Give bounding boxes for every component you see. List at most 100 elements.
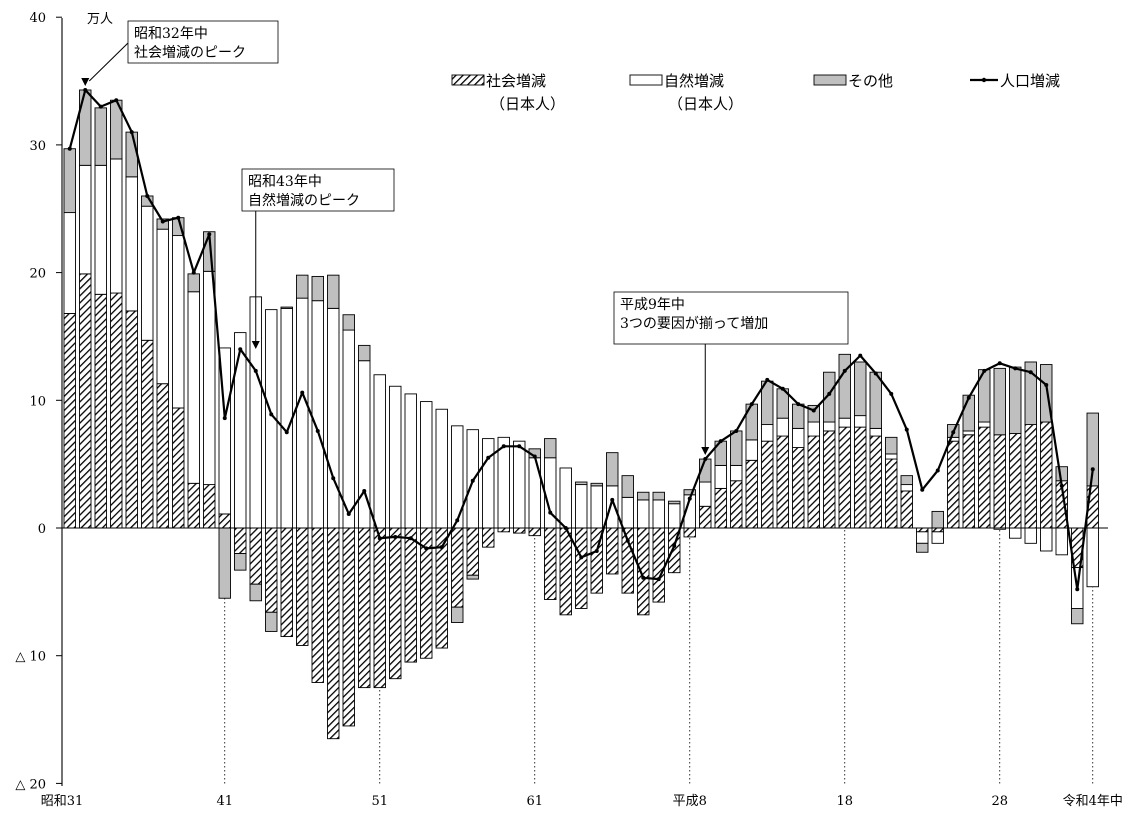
population-line: [67, 87, 1095, 592]
social-bar: [327, 527, 340, 740]
population-point: [563, 526, 568, 530]
other-bar: [916, 542, 929, 553]
social-bar: [373, 527, 386, 689]
social-bar: [497, 527, 510, 533]
x-tick-label: 28: [991, 794, 1008, 809]
social-bar: [482, 527, 495, 548]
natural-bar: [978, 421, 991, 428]
other-bar: [668, 500, 681, 505]
population-point: [966, 395, 971, 400]
x-tick-label: 令和4年中: [1063, 794, 1123, 809]
natural-bar: [1086, 527, 1099, 588]
natural-bar: [125, 176, 138, 312]
population-point: [672, 543, 677, 548]
population-point: [346, 511, 351, 516]
social-bar: [559, 527, 572, 616]
other-bar: [1086, 412, 1099, 487]
annotation-text: 平成9年中: [620, 297, 685, 313]
social-bar: [807, 435, 820, 529]
other-bar: [327, 274, 340, 309]
legend-label: 人口増減: [1000, 72, 1060, 90]
other-bar: [683, 489, 696, 496]
x-tick-label: 41: [216, 794, 233, 809]
natural-bar: [203, 270, 216, 486]
social-bar: [172, 407, 185, 529]
population-point: [331, 476, 336, 481]
social-bar: [513, 527, 526, 534]
social-bar: [792, 447, 805, 529]
natural-bar: [373, 374, 386, 529]
natural-bar: [885, 453, 898, 460]
population-point: [904, 427, 909, 432]
natural-bar: [234, 332, 247, 529]
social-bar: [714, 487, 727, 529]
natural-bar: [63, 212, 76, 314]
population-point: [470, 478, 475, 483]
population-point: [129, 130, 134, 135]
x-tick-label: 昭和31: [41, 794, 84, 809]
other-bar: [962, 394, 975, 432]
social-bar: [1009, 433, 1022, 529]
social-bar: [683, 527, 696, 538]
natural-bar: [404, 393, 417, 529]
natural-bar: [1055, 527, 1068, 556]
social-bar: [869, 435, 882, 529]
other-bar: [792, 403, 805, 429]
social-bar: [187, 482, 200, 529]
legend-swatch-natural: [629, 74, 663, 86]
other-bar: [854, 361, 867, 417]
other-bar: [125, 131, 138, 178]
natural-bar: [823, 421, 836, 432]
social-bar: [947, 440, 960, 529]
other-bar: [590, 482, 603, 487]
population-point: [842, 368, 847, 373]
population-point: [703, 457, 708, 462]
social-bar: [296, 527, 309, 646]
legend-label: 自然増減: [664, 72, 724, 90]
annotation-box: [613, 291, 849, 345]
population-point: [191, 270, 196, 275]
social-bar: [94, 293, 107, 529]
social-bar: [931, 527, 944, 533]
population-point: [687, 496, 692, 501]
natural-bar: [962, 430, 975, 436]
natural-bar: [621, 496, 634, 529]
social-bar: [854, 426, 867, 529]
legend: 社会増減 （日本人） 自然増減 （日本人） その他 人口増減: [451, 72, 1060, 113]
social-bar: [838, 426, 851, 529]
natural-bar: [776, 417, 789, 437]
annotation-arrowhead: [701, 447, 710, 456]
social-bar: [342, 527, 355, 727]
social-bar: [156, 383, 169, 529]
annotation-text: 3つの要因が揃って増加: [620, 316, 768, 332]
annotation-arrowhead: [251, 341, 260, 350]
natural-bar: [807, 421, 820, 437]
other-bar: [606, 452, 619, 487]
social-bar: [978, 426, 991, 529]
natural-bar: [761, 424, 774, 442]
other-bar: [296, 274, 309, 299]
population-point: [749, 402, 754, 407]
natural-bar: [668, 503, 681, 529]
social-bar: [280, 527, 293, 637]
population-point: [610, 497, 615, 502]
y-tick-label: 20: [29, 267, 46, 282]
population-point: [765, 377, 770, 382]
other-bar: [1040, 364, 1053, 423]
population-point: [594, 548, 599, 553]
other-bar: [466, 574, 479, 580]
natural-bar: [342, 329, 355, 529]
population-point: [439, 545, 444, 550]
population-point: [253, 368, 258, 373]
social-bar: [761, 440, 774, 529]
population-point: [532, 454, 537, 459]
natural-bar: [714, 464, 727, 489]
natural-bar: [218, 347, 231, 515]
population-point: [424, 546, 429, 551]
social-bar: [249, 527, 262, 585]
social-bar: [218, 513, 231, 529]
social-bar: [916, 527, 929, 533]
social-bar: [311, 527, 324, 683]
other-bar: [838, 353, 851, 419]
